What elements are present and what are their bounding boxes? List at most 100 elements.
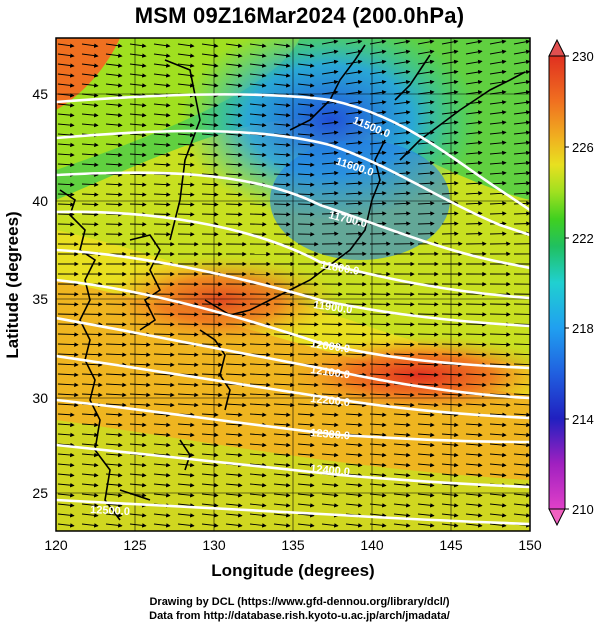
wind-arrow (201, 112, 219, 118)
wind-arrow (81, 362, 103, 367)
wind-arrow (105, 392, 127, 398)
wind-arrow (417, 59, 435, 65)
wind-arrow (297, 202, 315, 207)
wind-arrow (489, 49, 507, 55)
wind-arrow (249, 482, 267, 488)
wind-arrow (513, 130, 530, 135)
wind-arrow (225, 523, 243, 528)
wind-arrow (369, 322, 391, 327)
wind-arrow (441, 130, 459, 135)
wind-arrow (153, 312, 175, 317)
wind-arrow (105, 142, 123, 148)
wind-arrow (345, 492, 363, 498)
wind-arrow (489, 39, 507, 45)
wind-arrow (321, 201, 339, 206)
wind-arrow (417, 492, 435, 498)
height-contours (56, 93, 530, 526)
wind-arrow (489, 140, 507, 146)
wind-arrow (465, 492, 483, 498)
wind-arrow (489, 412, 507, 418)
wind-arrow (201, 462, 219, 468)
wind-arrow (321, 39, 339, 45)
wind-arrow (393, 452, 411, 458)
wind-arrow (249, 102, 267, 108)
wind-arrow (249, 503, 267, 508)
wind-arrow (273, 63, 291, 68)
wind-arrow (297, 513, 315, 518)
wind-arrow (153, 73, 171, 78)
wind-arrow (57, 53, 75, 58)
wind-arrow (417, 211, 435, 216)
wind-arrow (153, 482, 171, 488)
wind-arrow (225, 362, 247, 367)
wind-arrow (153, 352, 175, 357)
wind-arrow (201, 212, 219, 217)
wind-arrow (129, 372, 151, 378)
wind-arrow (369, 140, 387, 146)
wind-arrow (81, 422, 99, 428)
wind-arrow (201, 162, 219, 168)
wind-arrow (345, 312, 367, 317)
wind-arrow (201, 442, 219, 448)
wind-arrow (345, 382, 367, 388)
wind-arrow (105, 442, 123, 448)
wind-arrow (273, 482, 291, 488)
wind-arrow (201, 312, 223, 317)
wind-arrow (297, 342, 319, 347)
wind-arrow (345, 191, 363, 196)
wind-arrow (513, 160, 530, 166)
wind-arrow (441, 332, 463, 337)
wind-arrow (393, 140, 411, 146)
wind-arrow (441, 221, 459, 226)
wind-arrow (369, 69, 387, 75)
wind-arrow (177, 492, 195, 498)
wind-arrow (177, 83, 195, 88)
wind-arrow (273, 372, 295, 378)
wind-arrow (489, 90, 507, 95)
wind-arrow (465, 332, 487, 337)
wind-arrow (345, 110, 363, 115)
wind-arrow (513, 191, 530, 196)
wind-arrow (57, 422, 75, 428)
wind-arrow (105, 492, 123, 498)
wind-arrow (393, 211, 411, 216)
wind-arrow (81, 472, 99, 478)
wind-arrow (225, 472, 243, 478)
wind-arrow (273, 352, 295, 357)
colorbar: 230 226 222 218 214 210 (548, 38, 594, 527)
wind-arrow (393, 523, 411, 528)
wind-arrow (225, 172, 243, 177)
wind-arrow (321, 382, 343, 388)
wind-arrow (81, 352, 103, 357)
wind-arrow (105, 472, 123, 478)
wind-arrow (465, 201, 483, 206)
wind-arrow (201, 43, 219, 48)
wind-arrow (441, 352, 463, 357)
wind-arrow (153, 472, 171, 478)
wind-arrow (129, 322, 151, 327)
wind-arrow (417, 322, 439, 327)
wind-arrow (153, 342, 175, 347)
wind-arrow (513, 343, 530, 346)
wind-arrow (129, 492, 147, 498)
wind-arrow (465, 100, 483, 105)
wind-arrow (105, 192, 123, 197)
wind-arrow (153, 402, 175, 408)
wind-arrow (345, 59, 363, 65)
wind-arrow (153, 63, 171, 68)
wind-arrow (489, 150, 507, 156)
wind-arrow (57, 342, 79, 347)
wind-arrow (129, 392, 151, 398)
wind-arrow (393, 362, 415, 367)
wind-arrow (225, 102, 243, 108)
wind-arrow (465, 150, 483, 156)
wind-arrow (513, 482, 530, 488)
wind-arrow (393, 150, 411, 156)
wind-arrow (321, 150, 339, 156)
wind-arrow (81, 112, 99, 118)
wind-arrow (153, 523, 171, 528)
wind-arrow (369, 492, 387, 498)
wind-arrow (465, 49, 483, 55)
wind-arrow (417, 191, 435, 196)
wind-arrow (441, 392, 463, 398)
